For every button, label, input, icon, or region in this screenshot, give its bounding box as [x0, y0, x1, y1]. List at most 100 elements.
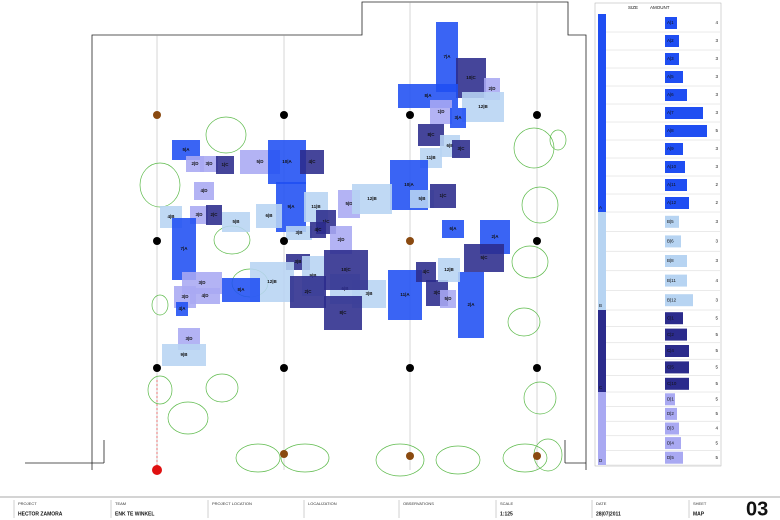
- row-label: A|1: [667, 20, 674, 25]
- tree: [151, 294, 169, 316]
- module: [436, 22, 458, 92]
- module: [430, 184, 456, 208]
- size-bar: [665, 53, 679, 65]
- legend-header: SIZE: [628, 5, 638, 10]
- module: [410, 190, 434, 208]
- module-label: 1|C: [439, 193, 447, 198]
- column: [153, 237, 161, 245]
- tree: [375, 443, 425, 477]
- module-label: 5|A: [182, 147, 190, 152]
- group-bar: [598, 310, 606, 392]
- module: [418, 124, 444, 146]
- size-bar: [665, 71, 683, 83]
- tree: [549, 129, 567, 151]
- field-label: OBSERVATIONS: [403, 501, 434, 506]
- legend-frame: [594, 2, 722, 467]
- tree: [205, 373, 239, 403]
- row-label: B|6: [667, 239, 674, 244]
- module: [206, 205, 222, 225]
- column: [533, 452, 541, 460]
- column: [280, 111, 288, 119]
- module-label: 5|D: [444, 296, 452, 301]
- module: [456, 58, 486, 98]
- field-value: 1:125: [500, 511, 513, 517]
- tree: [205, 116, 247, 154]
- module-label: 7|A: [180, 246, 188, 251]
- size-bar: [665, 393, 675, 406]
- module-label: 2|A: [467, 302, 475, 307]
- row-label: D|2: [667, 411, 674, 416]
- size-bar: [665, 17, 677, 29]
- module-label: 9|A: [287, 204, 295, 209]
- module: [290, 276, 326, 308]
- group-name: C: [599, 385, 603, 390]
- row-label: A|12: [667, 200, 677, 205]
- module-label: 6|A: [449, 226, 457, 231]
- tree: [435, 445, 481, 475]
- tree: [167, 401, 209, 435]
- module-label: 2|C: [304, 289, 312, 294]
- row-amount: 5: [715, 315, 718, 320]
- row-amount: 5: [715, 365, 718, 370]
- module-label: 4|A: [178, 306, 186, 311]
- module: [194, 182, 214, 200]
- field-value: MAP: [693, 511, 705, 517]
- tree: [235, 443, 281, 473]
- module-label: 9|B: [180, 352, 188, 357]
- group-bar: [598, 14, 606, 212]
- column: [153, 364, 161, 372]
- module-label: 8|A: [237, 287, 245, 292]
- module: [200, 156, 218, 172]
- row-label: C|4: [667, 348, 674, 353]
- module-label: 7|A: [443, 54, 451, 59]
- module-label: 4|C: [308, 159, 316, 164]
- row-label: B|5: [667, 219, 674, 224]
- module: [462, 92, 504, 122]
- module-label: 3|B: [294, 259, 302, 264]
- row-label: A|9: [667, 146, 674, 151]
- module-label: 3|C: [457, 146, 465, 151]
- field-label: PROJECT LOCATION: [212, 501, 252, 506]
- row-label: A|7: [667, 110, 674, 115]
- module-label: 3|D: [205, 161, 213, 166]
- size-bar: [665, 89, 687, 101]
- tree: [139, 162, 181, 208]
- size-bar: [665, 161, 685, 173]
- module-label: 4|C: [314, 227, 322, 232]
- row-label: C|10: [667, 381, 677, 386]
- row-amount: 5: [715, 396, 718, 401]
- row-label: D|4: [667, 440, 674, 445]
- row-label: A|8: [667, 128, 674, 133]
- row-amount: 2: [715, 200, 718, 205]
- column: [280, 450, 288, 458]
- field-value: ENK TE WINKEL: [115, 511, 154, 517]
- size-bar: [665, 143, 683, 155]
- field-value: HECTOR ZAMORA: [18, 511, 63, 517]
- size-bar: [665, 125, 707, 137]
- row-amount: 3: [715, 258, 718, 263]
- group-bar: [598, 212, 606, 310]
- module-label: 1|D: [437, 109, 445, 114]
- module: [222, 212, 250, 232]
- field-value: 28|07|2011: [596, 511, 621, 517]
- row-amount: 5: [715, 440, 718, 445]
- module-label: 2|A: [491, 234, 499, 239]
- column: [153, 111, 161, 119]
- row-amount: 3: [715, 297, 718, 302]
- column: [280, 364, 288, 372]
- field-label: LOCALIZATION: [308, 501, 337, 506]
- module: [352, 184, 392, 214]
- module-label: 11|B: [311, 204, 321, 209]
- row-label: D|3: [667, 426, 674, 431]
- row-label: C|5: [667, 365, 674, 370]
- module-label: 3|A: [454, 115, 462, 120]
- row-label: A|3: [667, 56, 674, 61]
- column: [280, 237, 288, 245]
- field-label: PROJECT: [18, 501, 37, 506]
- size-bar: [665, 407, 677, 420]
- size-bar: [665, 345, 689, 357]
- tree: [280, 443, 330, 473]
- module-label: 8|A: [424, 93, 432, 98]
- size-bar: [665, 197, 689, 209]
